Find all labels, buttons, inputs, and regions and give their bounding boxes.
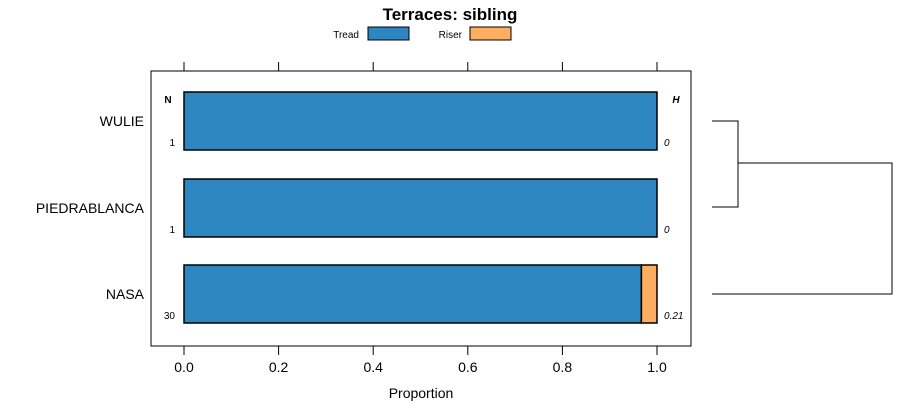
legend-swatch-riser <box>469 26 512 41</box>
bars <box>183 91 658 324</box>
legend: Tread Riser <box>333 26 512 41</box>
bottom-axis-ticks <box>183 346 658 355</box>
bar-nasa-tread <box>183 264 643 324</box>
category-label: WULIE <box>100 113 144 129</box>
bar-wulie-tread <box>183 91 658 151</box>
n-value: 1 <box>169 138 175 149</box>
h-value: 0 <box>664 225 670 236</box>
chart-title: Terraces: sibling <box>383 5 518 24</box>
bar-piedrablanca-tread <box>183 178 658 238</box>
h-column-header: H <box>672 95 680 106</box>
dendrogram <box>712 120 893 295</box>
h-value: 0.21 <box>664 311 683 322</box>
plot-panel <box>150 70 692 347</box>
x-tick-labels: 0.0 0.2 0.4 0.6 0.8 1.0 <box>174 359 667 375</box>
n-column-header: N <box>164 95 171 106</box>
x-axis-title: Proportion <box>389 385 454 401</box>
h-values: 000.21 <box>664 138 683 322</box>
n-value: 1 <box>169 225 175 236</box>
x-tick-label: 0.4 <box>363 359 383 375</box>
x-tick-label: 1.0 <box>647 359 667 375</box>
top-axis-ticks <box>183 62 658 71</box>
x-tick-label: 0.2 <box>269 359 289 375</box>
x-tick-label: 0.8 <box>553 359 573 375</box>
x-tick-label: 0.0 <box>174 359 194 375</box>
bar-nasa-riser <box>640 264 658 324</box>
legend-label-riser: Riser <box>439 30 463 41</box>
dendrogram-branch-wulie-piedrablanca <box>712 120 739 208</box>
category-label: PIEDRABLANCA <box>36 200 145 216</box>
legend-label-tread: Tread <box>333 30 359 41</box>
n-value: 30 <box>164 311 176 322</box>
n-values: 1 1 30 <box>164 138 176 322</box>
dendrogram-branch-root <box>712 162 893 295</box>
legend-swatch-tread <box>367 26 410 41</box>
h-value: 0 <box>664 138 670 149</box>
category-label: NASA <box>106 286 145 302</box>
x-tick-label: 0.6 <box>458 359 478 375</box>
category-labels: WULIE PIEDRABLANCA NASA <box>36 113 145 302</box>
